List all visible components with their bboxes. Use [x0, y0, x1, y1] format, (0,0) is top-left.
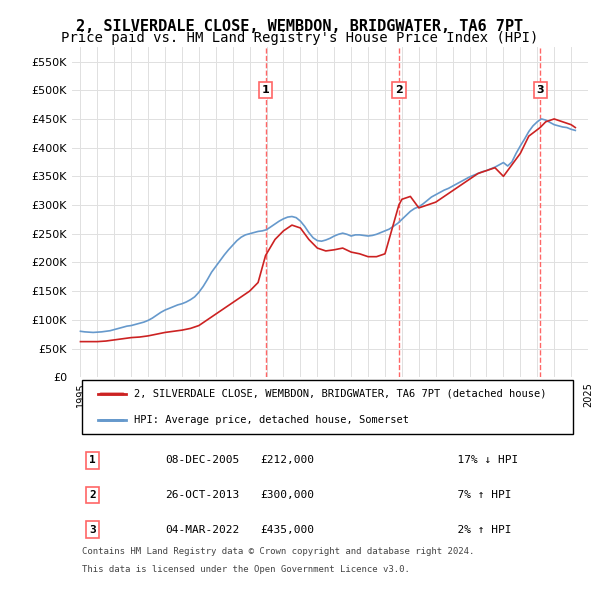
- Text: 08-DEC-2005: 08-DEC-2005: [165, 455, 239, 466]
- Text: £435,000: £435,000: [260, 525, 314, 535]
- Text: 3: 3: [89, 525, 96, 535]
- Text: 1: 1: [89, 455, 96, 466]
- Text: Price paid vs. HM Land Registry's House Price Index (HPI): Price paid vs. HM Land Registry's House …: [61, 31, 539, 45]
- Text: Contains HM Land Registry data © Crown copyright and database right 2024.: Contains HM Land Registry data © Crown c…: [82, 547, 475, 556]
- Text: 2, SILVERDALE CLOSE, WEMBDON, BRIDGWATER, TA6 7PT: 2, SILVERDALE CLOSE, WEMBDON, BRIDGWATER…: [76, 19, 524, 34]
- Text: 7% ↑ HPI: 7% ↑ HPI: [443, 490, 511, 500]
- Text: 1: 1: [262, 85, 269, 95]
- Text: HPI: Average price, detached house, Somerset: HPI: Average price, detached house, Some…: [134, 415, 409, 425]
- Text: 2% ↑ HPI: 2% ↑ HPI: [443, 525, 511, 535]
- Text: 2: 2: [89, 490, 96, 500]
- Text: 17% ↓ HPI: 17% ↓ HPI: [443, 455, 518, 466]
- Text: This data is licensed under the Open Government Licence v3.0.: This data is licensed under the Open Gov…: [82, 565, 410, 573]
- Text: 2, SILVERDALE CLOSE, WEMBDON, BRIDGWATER, TA6 7PT (detached house): 2, SILVERDALE CLOSE, WEMBDON, BRIDGWATER…: [134, 389, 547, 399]
- Text: 26-OCT-2013: 26-OCT-2013: [165, 490, 239, 500]
- Text: £212,000: £212,000: [260, 455, 314, 466]
- Text: 3: 3: [536, 85, 544, 95]
- Text: £300,000: £300,000: [260, 490, 314, 500]
- FancyBboxPatch shape: [82, 380, 572, 434]
- Text: 04-MAR-2022: 04-MAR-2022: [165, 525, 239, 535]
- Text: 2: 2: [395, 85, 403, 95]
